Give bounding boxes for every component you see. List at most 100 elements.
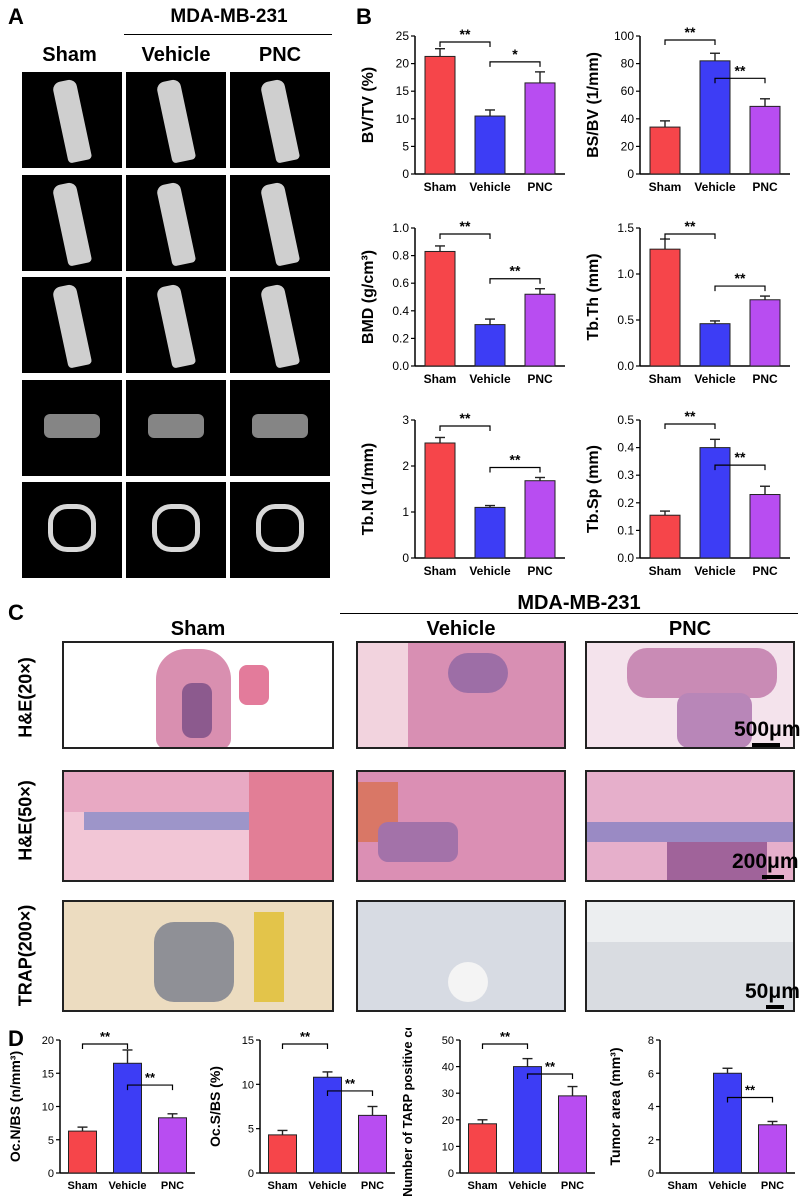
y-tick-label: 0 [448, 1168, 454, 1180]
panel-c-col-sham: Sham [170, 618, 226, 640]
y-axis-label: Tb.Sp (mm) [585, 445, 602, 533]
bar-sham [268, 1134, 297, 1174]
y-tick-label: 40 [442, 1062, 454, 1074]
significance-bracket [439, 41, 491, 47]
bar-pnc [524, 82, 556, 175]
y-tick-label: 20 [442, 1115, 454, 1127]
y-tick-label: 0.2 [392, 331, 409, 345]
microct-sham-row1 [22, 72, 122, 168]
significance-bracket [714, 285, 766, 292]
microct-vehicle-row1 [126, 72, 226, 168]
trap-pnc-image [585, 900, 795, 1012]
scale-bar-200 [762, 875, 784, 879]
panel-c-row-he50: H&E(50×) [15, 780, 36, 861]
y-tick-label: 10 [442, 1141, 454, 1153]
panel-a-label: A [8, 4, 24, 29]
significance-bracket [489, 466, 541, 473]
significance-stars: ** [545, 1059, 556, 1074]
chart-bs-bv: 0 20 40 60 80 100 BS/BV (1/mm) Sham Vehicle PNC **… [585, 24, 790, 194]
significance-bracket [489, 278, 541, 284]
significance-stars: ** [460, 26, 471, 42]
bar-pnc [524, 480, 556, 559]
significance-stars: ** [145, 1070, 156, 1085]
significance-bracket [81, 1043, 129, 1049]
microct-sham-row5 [22, 482, 122, 578]
x-tick-label: PNC [161, 1180, 184, 1192]
y-tick-label: 25 [396, 29, 410, 43]
y-tick-label: 0.5 [617, 413, 634, 427]
y-tick-label: 1 [402, 505, 409, 519]
significance-bracket [664, 423, 716, 429]
y-tick-label: 5 [402, 139, 409, 153]
microct-sham-row2 [22, 175, 122, 271]
panel-a-col-vehicle: Vehicle [141, 44, 211, 66]
x-tick-label: Vehicle [509, 1180, 547, 1192]
bone-shape [51, 181, 93, 267]
y-tick-label: 1.0 [392, 221, 409, 235]
bar-vehicle [699, 447, 731, 559]
x-tick-label: Sham [668, 1180, 698, 1192]
y-axis-label: Oc.N/BS (n/mm³) [7, 1051, 23, 1162]
bar-pnc [758, 1124, 787, 1174]
significance-bracket [439, 425, 491, 431]
x-tick-label: Vehicle [709, 1180, 747, 1192]
y-tick-label: 0 [402, 167, 409, 181]
y-axis-label: Tumor area (mm³) [607, 1048, 623, 1166]
microct-pnc-row2 [230, 175, 330, 271]
x-tick-label: PNC [752, 372, 778, 386]
he50-pnc-image [585, 770, 795, 882]
y-tick-label: 20 [396, 57, 410, 71]
y-tick-label: 0.8 [392, 249, 409, 263]
panel-c-col-vehicle: Vehicle [426, 618, 496, 640]
chart-tumor-area: 0 2 4 6 8 Tumor area (mm³) Sham Vehicle PNC ** [607, 1035, 795, 1192]
bar-vehicle [474, 324, 506, 367]
bar-sham [424, 55, 456, 175]
x-tick-label: Vehicle [469, 372, 511, 386]
significance-stars: ** [735, 270, 746, 286]
significance-stars: ** [345, 1076, 356, 1091]
x-tick-label: Sham [649, 564, 682, 578]
x-tick-label: PNC [752, 180, 778, 194]
panel-a-group-line [124, 34, 332, 35]
y-tick-label: 10 [242, 1079, 254, 1091]
significance-stars: ** [745, 1083, 756, 1098]
bone-shape [152, 504, 200, 552]
chart-tb-n: 0 1 2 3 Tb.N (1/mm) Sham Vehicle PNC ** ** [360, 410, 565, 578]
y-axis-label: Tb.N (1/mm) [360, 443, 377, 535]
y-axis-label: Number of TARP positive cell [400, 1028, 415, 1197]
x-tick-label: Vehicle [469, 564, 511, 578]
significance-bracket [664, 233, 716, 239]
panel-a-group-header: MDA-MB-231 [170, 6, 288, 27]
he50-sham-image [62, 770, 334, 882]
y-tick-label: 0.4 [617, 441, 634, 455]
x-tick-label: Vehicle [309, 1180, 347, 1192]
y-axis-label: BV/TV (%) [360, 67, 377, 143]
y-tick-label: 60 [621, 84, 635, 98]
x-tick-label: Sham [649, 180, 682, 194]
panel-c-row-trap200: TRAP(200×) [15, 904, 36, 1007]
bar-sham [424, 442, 456, 559]
x-tick-label: PNC [527, 180, 553, 194]
significance-bracket [281, 1043, 329, 1049]
x-tick-label: PNC [561, 1180, 584, 1192]
scale-label-500: 500μm [734, 718, 801, 741]
he50-vehicle-image [356, 770, 566, 882]
panel-c-col-pnc: PNC [668, 618, 712, 640]
panel-c-label: C [8, 600, 24, 625]
panel-a-col-pnc: PNC [258, 44, 302, 66]
microct-sham-row4 [22, 380, 122, 476]
panel-b-label: B [356, 4, 372, 29]
x-tick-label: Sham [424, 564, 457, 578]
x-tick-label: PNC [752, 564, 778, 578]
significance-stars: ** [685, 408, 696, 424]
panel-c-group-header: MDA-MB-231 [517, 592, 641, 614]
trap-sham-image [62, 900, 334, 1012]
bone-shape [51, 78, 93, 164]
bone-shape [259, 78, 301, 164]
x-tick-label: PNC [527, 564, 553, 578]
y-tick-label: 0.4 [392, 304, 409, 318]
y-tick-label: 10 [396, 112, 410, 126]
y-tick-label: 10 [42, 1102, 54, 1114]
y-tick-label: 40 [621, 112, 635, 126]
bar-vehicle [113, 1062, 142, 1174]
